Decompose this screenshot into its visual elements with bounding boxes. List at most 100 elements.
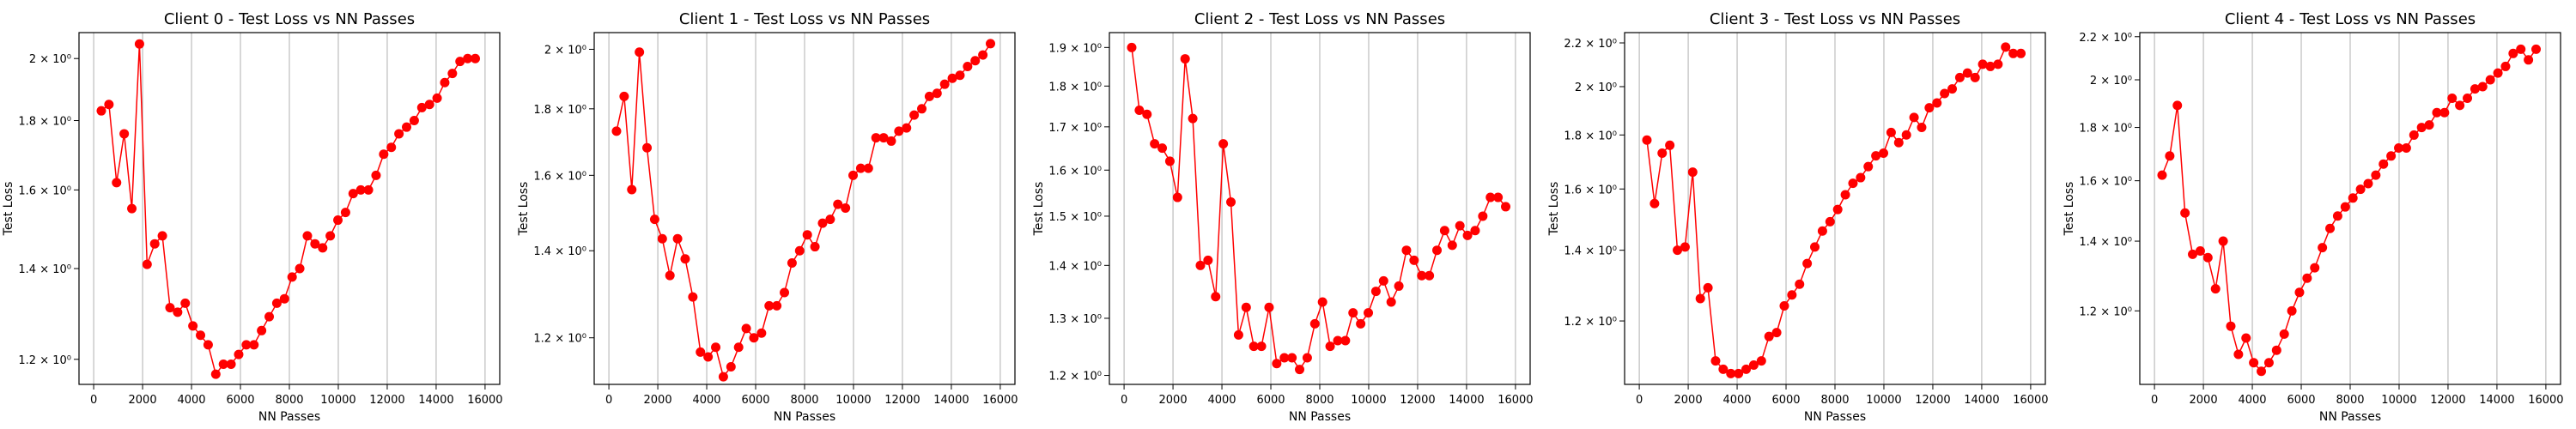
data-point — [917, 104, 927, 114]
data-point — [127, 203, 137, 214]
data-point — [2386, 151, 2397, 161]
data-point — [2294, 287, 2305, 298]
data-point — [2516, 44, 2526, 54]
data-point — [611, 126, 622, 136]
x-tick-label: 2000 — [1674, 394, 1703, 407]
data-point — [119, 129, 130, 139]
data-point — [1901, 130, 1911, 140]
data-point — [112, 178, 122, 188]
x-tick-label: 2000 — [644, 394, 672, 407]
data-point — [726, 361, 736, 372]
data-point — [1756, 356, 1766, 366]
data-point — [2325, 223, 2336, 233]
data-point — [1657, 148, 1668, 159]
data-point — [1364, 308, 1374, 318]
data-point — [1726, 368, 1736, 378]
data-point — [279, 293, 289, 304]
y-tick-label: 1.8 × 10⁰ — [2079, 123, 2132, 136]
data-point — [1940, 88, 1950, 99]
data-point — [1394, 281, 1404, 291]
data-point — [1295, 365, 1305, 375]
data-point — [264, 311, 275, 322]
data-point — [756, 328, 767, 338]
x-tick-label: 8000 — [275, 394, 303, 407]
y-tick-label: 1.4 × 10⁰ — [18, 263, 71, 276]
chart-title: Client 2 - Test Loss vs NN Passes — [1194, 10, 1445, 28]
data-point — [1180, 54, 1190, 64]
data-point — [2432, 107, 2442, 118]
data-point — [1325, 341, 1335, 352]
data-point — [2271, 345, 2281, 355]
data-point — [2241, 333, 2251, 343]
data-point — [2379, 159, 2389, 169]
x-tick-label: 6000 — [1256, 394, 1285, 407]
data-point — [104, 100, 114, 110]
data-point — [340, 208, 350, 218]
y-tick-label: 1.4 × 10⁰ — [1048, 260, 1102, 273]
data-point — [2439, 107, 2450, 118]
data-point — [2180, 208, 2190, 218]
chart-panel-1: 0 2000 4000 6000 8000 10000 12000 14000 16000 1.2… — [517, 10, 1018, 424]
data-point — [902, 123, 912, 133]
x-tick-label: 2000 — [2190, 394, 2218, 407]
data-point — [741, 323, 751, 334]
data-point — [1710, 356, 1721, 366]
x-tick-label: 0 — [605, 394, 612, 407]
y-tick-label: 1.2 × 10⁰ — [533, 333, 586, 346]
data-point — [249, 340, 259, 350]
data-point — [1279, 353, 1290, 363]
data-point — [1932, 98, 1942, 108]
y-axis-label: Test Loss — [2, 182, 15, 237]
data-point — [1142, 109, 1152, 119]
data-point — [1485, 192, 1496, 202]
data-point — [371, 170, 381, 180]
data-point — [1264, 302, 1274, 312]
y-tick-label: 1.9 × 10⁰ — [1048, 42, 1102, 55]
data-point — [2348, 193, 2358, 203]
data-point — [1893, 137, 1904, 148]
data-point — [2318, 243, 2328, 253]
y-tick-label: 1.2 × 10⁰ — [18, 354, 71, 367]
x-tick-label: 12000 — [2430, 394, 2465, 407]
data-point — [825, 214, 835, 225]
data-point — [96, 106, 106, 116]
data-point — [1695, 293, 1705, 304]
series-line — [100, 44, 476, 376]
data-point — [1317, 297, 1327, 307]
x-tick-label: 8000 — [790, 394, 818, 407]
data-point — [318, 243, 328, 253]
data-point — [2257, 366, 2267, 377]
data-point — [688, 292, 698, 302]
data-point — [1886, 127, 1896, 137]
y-tick-label: 1.4 × 10⁰ — [1564, 245, 1617, 258]
data-point — [2409, 130, 2419, 140]
data-point — [909, 110, 920, 120]
data-point — [310, 239, 320, 249]
data-point — [1134, 105, 1145, 115]
data-point — [1734, 368, 1744, 378]
data-point — [1417, 270, 1427, 281]
y-tick-label: 1.8 × 10⁰ — [18, 116, 71, 129]
data-point — [963, 62, 973, 72]
data-point — [1779, 301, 1789, 311]
data-point — [394, 129, 404, 139]
data-point — [2001, 42, 2011, 52]
y-tick-label: 1.6 × 10⁰ — [1564, 184, 1617, 196]
data-point — [1150, 139, 1160, 149]
x-tick-label: 4000 — [1722, 394, 1751, 407]
data-point — [226, 360, 236, 370]
data-point — [134, 39, 144, 49]
y-axis-label: Test Loss — [517, 182, 531, 237]
x-tick-label: 14000 — [933, 394, 969, 407]
data-point — [970, 56, 981, 66]
x-tick-label: 8000 — [2336, 394, 2364, 407]
data-point — [440, 77, 450, 88]
data-point — [932, 88, 942, 99]
data-point — [363, 184, 374, 195]
data-point — [665, 270, 675, 281]
data-point — [2172, 100, 2183, 111]
x-tick-label: 4000 — [2238, 394, 2266, 407]
data-point — [1425, 270, 1435, 281]
data-point — [1795, 279, 1805, 289]
x-tick-label: 10000 — [1866, 394, 1901, 407]
